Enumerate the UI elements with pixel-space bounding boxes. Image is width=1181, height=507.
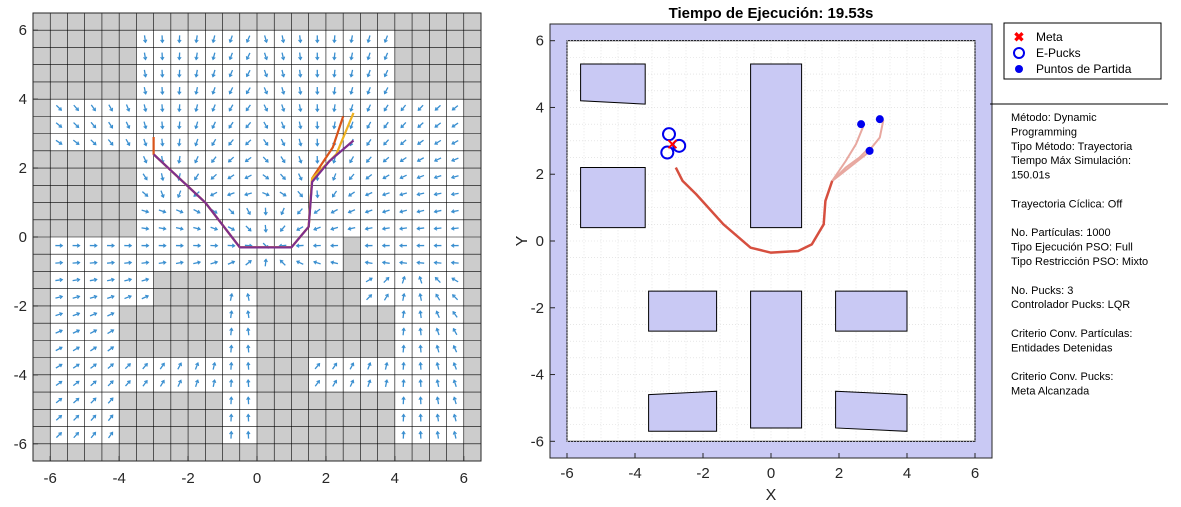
x-axis-label: X	[766, 487, 777, 502]
x-tick-label: 4	[391, 470, 399, 487]
legend-label: E-Pucks	[1036, 46, 1081, 60]
obstacle	[751, 291, 802, 428]
y-tick-label: -4	[14, 367, 27, 384]
y-tick-label: 4	[536, 99, 544, 116]
y-tick-label: -2	[14, 298, 27, 315]
info-line: 150.01s	[1011, 170, 1051, 182]
start-point	[866, 147, 874, 155]
info-line: Tipo Ejecución PSO: Full	[1011, 242, 1133, 254]
info-line: Tipo Restricción PSO: Mixto	[1011, 256, 1148, 268]
obstacle	[649, 391, 717, 431]
info-line: Tiempo Máx Simulación:	[1011, 155, 1131, 167]
x-tick-label: 6	[460, 470, 468, 487]
x-tick-label: -2	[181, 470, 194, 487]
legend: ✖ Meta E-Pucks Puntos de Partida	[1004, 23, 1161, 79]
obstacle	[751, 64, 802, 228]
legend-label: Puntos de Partida	[1036, 62, 1132, 76]
svg-text:✖: ✖	[1014, 30, 1025, 45]
obstacle	[581, 168, 646, 228]
y-tick-label: -6	[531, 433, 544, 450]
x-tick-label: -4	[112, 470, 125, 487]
y-tick-label: 0	[536, 233, 544, 250]
info-line: Controlador Pucks: LQR	[1011, 299, 1130, 311]
x-tick-label: 2	[322, 470, 330, 487]
y-tick-label: -6	[14, 436, 27, 453]
legend-label: Meta	[1036, 30, 1063, 44]
x-tick-label: 0	[767, 465, 775, 482]
info-line: Programming	[1011, 126, 1077, 138]
vector-field-plot: -6 -4 -2 0 2 4 6 -6 -4 -2 0 2 4 6	[14, 13, 481, 487]
info-line: No. Pucks: 3	[1011, 285, 1073, 297]
y-tick-label: 2	[19, 160, 27, 177]
obstacle	[581, 64, 646, 104]
info-line: Entidades Detenidas	[1011, 342, 1113, 354]
info-line: Criterio Conv. Pucks:	[1011, 371, 1114, 383]
y-tick-label: -4	[531, 367, 544, 384]
x-tick-label: 0	[253, 470, 261, 487]
start-point	[876, 115, 884, 123]
obstacle	[836, 391, 907, 431]
x-tick-label: -6	[560, 465, 573, 482]
y-tick-label: 6	[536, 33, 544, 50]
x-tick-label: -2	[696, 465, 709, 482]
y-tick-label: 6	[19, 22, 27, 39]
obstacle	[836, 291, 907, 331]
y-tick-label: -2	[531, 300, 544, 317]
x-tick-label: 2	[835, 465, 843, 482]
y-tick-label: 0	[19, 229, 27, 246]
x-tick-label: -4	[628, 465, 641, 482]
x-tick-label: 4	[903, 465, 911, 482]
y-axis-label: Y	[514, 235, 531, 246]
y-tick-label: 4	[19, 91, 27, 108]
start-point	[857, 120, 865, 128]
obstacle	[649, 291, 717, 331]
x-tick-label: -6	[44, 470, 57, 487]
info-line: Tipo Método: Trayectoria	[1011, 141, 1133, 153]
info-panel: Método: Dynamic Programming Tipo Método: T…	[1011, 112, 1148, 398]
legend-item-goal: ✖ Meta	[1014, 30, 1063, 45]
plot-title: Tiempo de Ejecución: 19.53s	[669, 5, 874, 22]
x-tick-label: 6	[971, 465, 979, 482]
simulation-plot: -6 -4 -2 0 2 4 6 -6 -4 -2 0 2 4 6	[531, 24, 992, 482]
info-line: Criterio Conv. Partículas:	[1011, 328, 1132, 340]
info-line: Método: Dynamic	[1011, 112, 1097, 124]
info-line: Trayectoria Cíclica: Off	[1011, 198, 1123, 210]
y-tick-label: 2	[536, 166, 544, 183]
info-line: No. Partículas: 1000	[1011, 227, 1111, 239]
info-line: Meta Alcanzada	[1011, 386, 1090, 398]
